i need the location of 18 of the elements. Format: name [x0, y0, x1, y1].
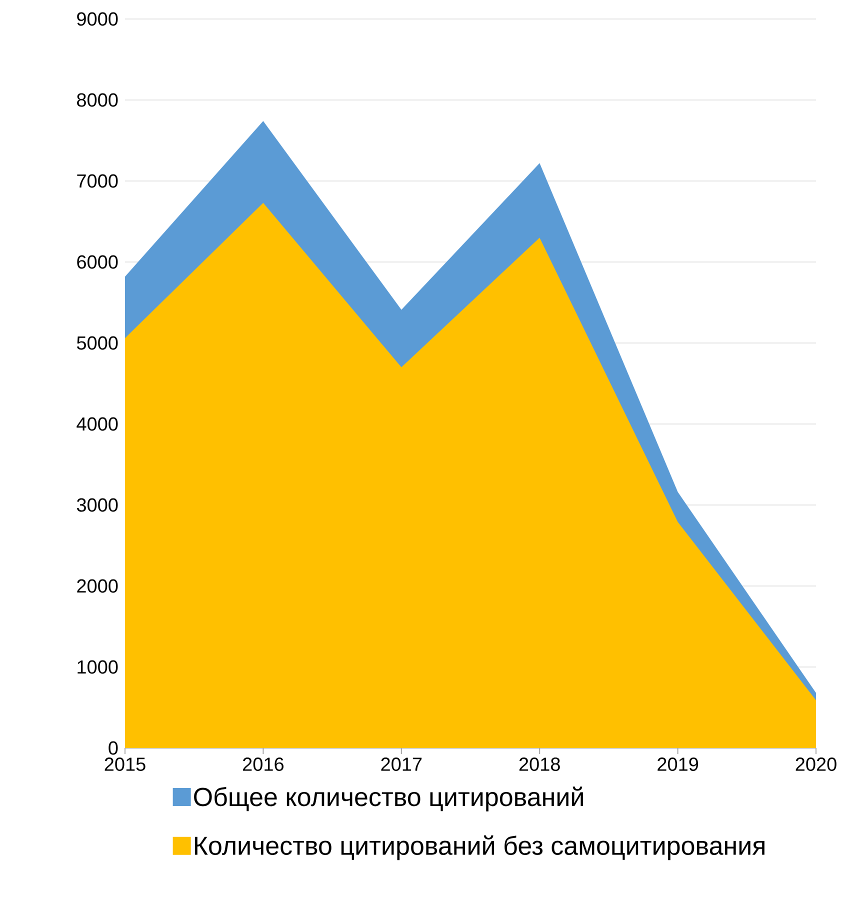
x-tick-label: 2016 — [243, 758, 284, 771]
y-tick-label: 6000 — [77, 255, 118, 269]
y-tick-label: 0 — [108, 741, 118, 755]
y-tick-label: 5000 — [76, 336, 118, 350]
y-tick-label: 3000 — [76, 498, 118, 512]
y-tick-label: 8000 — [77, 93, 118, 107]
legend-label: Количество цитирований без самоцитирования — [194, 835, 764, 860]
y-tick-label: 1000 — [78, 660, 118, 674]
y-tick-label: 4000 — [76, 417, 118, 431]
y-tick-label: 9000 — [77, 12, 118, 26]
y-tick-label: 7000 — [77, 174, 118, 188]
y-tick-label: 2000 — [77, 579, 118, 593]
x-tick-label: 2020 — [796, 758, 836, 771]
x-tick-label: 2015 — [104, 758, 146, 771]
x-tick-label: 2019 — [658, 758, 698, 771]
legend-label: Общее количество цитирований — [194, 786, 583, 812]
x-tick-label: 2017 — [381, 758, 422, 771]
x-tick-label: 2018 — [519, 758, 560, 771]
